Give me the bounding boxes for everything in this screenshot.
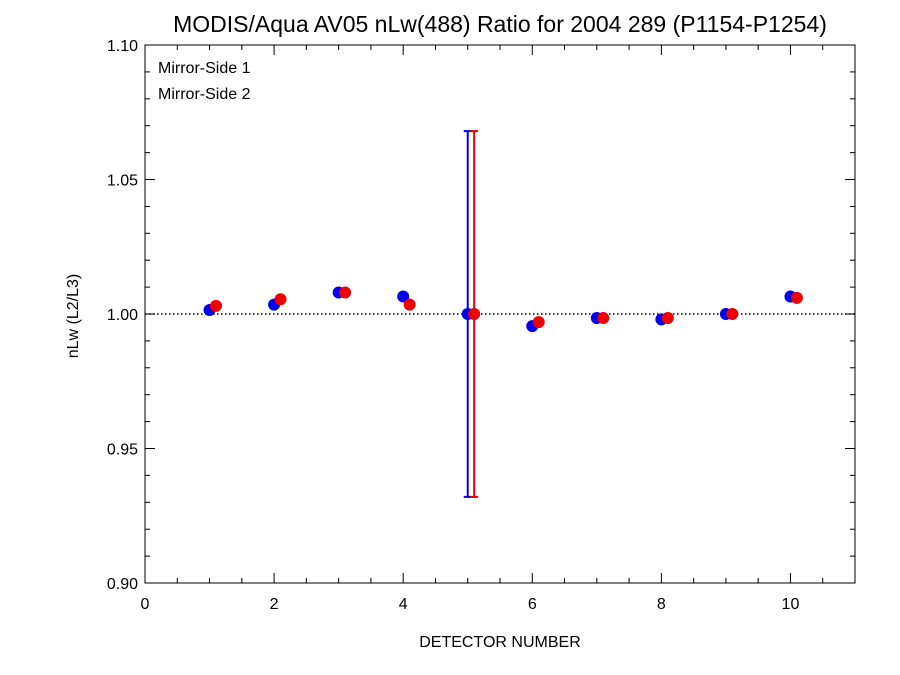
plot-frame: [144, 44, 856, 584]
data-point-series-2: [339, 286, 352, 299]
y-tick-label: 1.10: [107, 38, 138, 55]
x-tick-label: 0: [141, 596, 150, 613]
x-tick-label: 4: [399, 596, 408, 613]
y-tick-label: 0.95: [107, 442, 138, 459]
y-axis-label: nLw (L2/L3): [65, 274, 82, 359]
data-point-series-2: [403, 298, 416, 311]
plot-area: 0.90 0.95 1.00 1.05 1.10 0 2 4 6 8 10: [107, 38, 856, 613]
y-tick-label: 0.90: [107, 576, 138, 593]
data-point-series-2: [274, 293, 287, 306]
x-tick-label: 8: [657, 596, 666, 613]
legend-entry-mirror-side-1: Mirror-Side 1: [158, 60, 251, 77]
x-tick-label: 2: [270, 596, 279, 613]
x-tick-label: 10: [782, 596, 800, 613]
data-point-series-1: [397, 290, 410, 303]
data-point-series-2: [210, 299, 222, 312]
data-point-series-2: [661, 312, 674, 325]
y-tick-label: 1.00: [107, 307, 138, 324]
chart-title: MODIS/Aqua AV05 nLw(488) Ratio for 2004 …: [173, 11, 827, 37]
y-tick-label: 1.05: [107, 173, 138, 190]
data-point-series-2: [726, 308, 739, 320]
data-point-series-2: [532, 316, 545, 329]
legend-entry-mirror-side-2: Mirror-Side 2: [158, 86, 251, 103]
data-point-series-2: [468, 308, 481, 320]
data-point-series-2: [597, 312, 610, 325]
data-point-series-2: [790, 291, 803, 304]
x-axis-label: DETECTOR NUMBER: [419, 634, 581, 651]
x-tick-label: 6: [528, 596, 537, 613]
